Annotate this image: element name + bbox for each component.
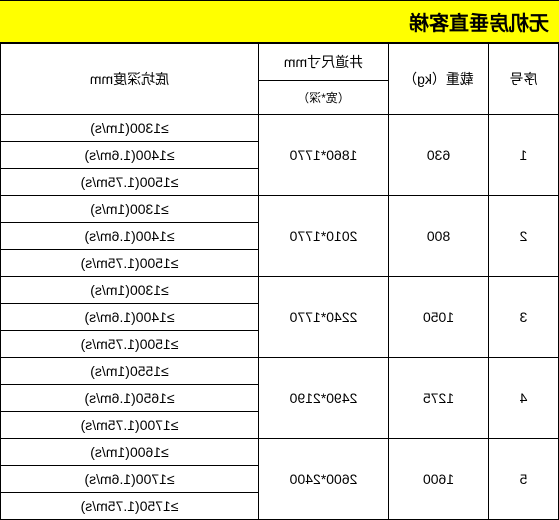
- table-row: 28002010*1770≥1300(1m/s): [1, 196, 559, 223]
- title-text: 无机房垂直客梯: [409, 13, 549, 35]
- cell-pit: ≥1300(1m/s): [1, 196, 259, 223]
- cell-load: 800: [389, 196, 489, 277]
- cell-pit: ≥1650(1.6m/s): [1, 385, 259, 412]
- cell-shaft: 2010*1770: [259, 196, 389, 277]
- cell-shaft: 2240*1770: [259, 277, 389, 358]
- cell-load: 1600: [389, 439, 489, 520]
- cell-shaft: 2600*2400: [259, 439, 389, 520]
- cell-pit: ≥1600(1m/s): [1, 439, 259, 466]
- spec-table: 序号 载重（kg） 井道尺寸mm 底坑深度mm （宽*深） 16301860*1…: [0, 43, 559, 520]
- cell-seq: 3: [489, 277, 559, 358]
- cell-pit: ≥1700(1.75m/s): [1, 412, 259, 439]
- cell-pit: ≥1400(1.6m/s): [1, 304, 259, 331]
- cell-seq: 5: [489, 439, 559, 520]
- table-row: 516002600*2400≥1600(1m/s): [1, 439, 559, 466]
- cell-load: 630: [389, 115, 489, 196]
- header-seq: 序号: [489, 44, 559, 115]
- table-row: 310502240*1770≥1300(1m/s): [1, 277, 559, 304]
- header-shaft-sub: （宽*深）: [259, 81, 389, 115]
- cell-seq: 1: [489, 115, 559, 196]
- cell-pit: ≥1400(1.6m/s): [1, 223, 259, 250]
- cell-pit: ≥1500(1.75m/s): [1, 250, 259, 277]
- table-row: 16301860*1770≥1300(1m/s): [1, 115, 559, 142]
- cell-pit: ≥1750(1.75m/s): [1, 493, 259, 520]
- cell-pit: ≥1300(1m/s): [1, 115, 259, 142]
- cell-seq: 4: [489, 358, 559, 439]
- header-load: 载重（kg）: [389, 44, 489, 115]
- cell-pit: ≥1400(1.6m/s): [1, 142, 259, 169]
- cell-shaft: 2490*2190: [259, 358, 389, 439]
- cell-pit: ≥1550(1m/s): [1, 358, 259, 385]
- cell-pit: ≥1700(1.6m/s): [1, 466, 259, 493]
- cell-shaft: 1860*1770: [259, 115, 389, 196]
- table-row: 412752490*2190≥1550(1m/s): [1, 358, 559, 385]
- elevator-spec-container: 无机房垂直客梯 序号 载重（kg） 井道尺寸mm 底坑深度mm （宽*深） 16…: [0, 0, 559, 520]
- header-shaft-main: 井道尺寸mm: [259, 44, 389, 81]
- header-row-1: 序号 载重（kg） 井道尺寸mm 底坑深度mm: [1, 44, 559, 81]
- table-body: 16301860*1770≥1300(1m/s)≥1400(1.6m/s)≥15…: [1, 115, 559, 520]
- cell-pit: ≥1500(1.75m/s): [1, 169, 259, 196]
- header-pit: 底坑深度mm: [1, 44, 259, 115]
- title-bar: 无机房垂直客梯: [0, 0, 559, 43]
- cell-load: 1050: [389, 277, 489, 358]
- cell-load: 1275: [389, 358, 489, 439]
- cell-pit: ≥1300(1m/s): [1, 277, 259, 304]
- cell-pit: ≥1500(1.75m/s): [1, 331, 259, 358]
- cell-seq: 2: [489, 196, 559, 277]
